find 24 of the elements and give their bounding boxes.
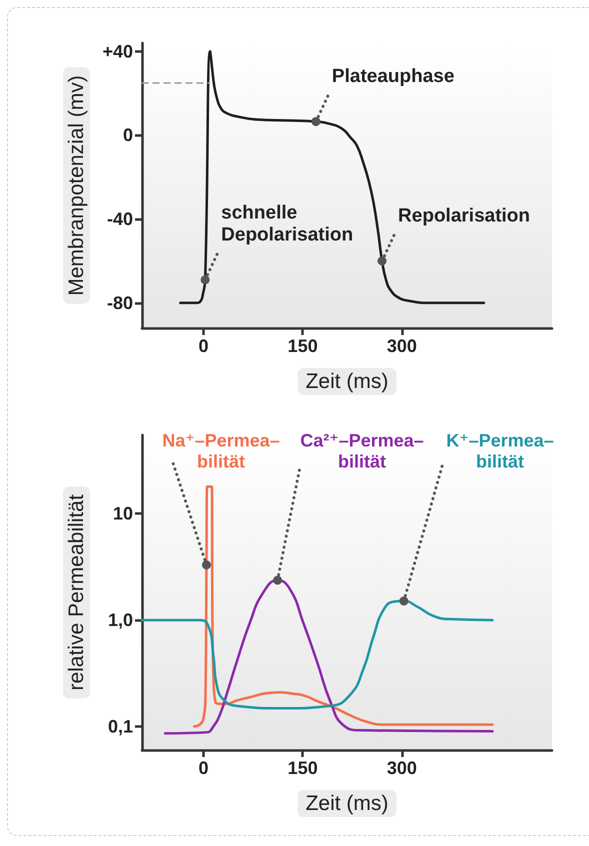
y-tick-label: 0	[122, 125, 133, 146]
y-tick-label: 1,0	[108, 610, 133, 630]
y-axis-title: Membranpotenzial (mv)	[65, 75, 88, 296]
x-tick-label: 0	[198, 336, 209, 356]
y-axis-title: relative Permeabilität	[65, 494, 88, 691]
x-axis-title: Zeit (ms)	[306, 370, 388, 393]
y-tick-label: -40	[106, 209, 133, 230]
x-tick-label: 150	[288, 758, 318, 778]
x-axis-title: Zeit (ms)	[306, 792, 388, 815]
x-tick-label: 0	[198, 758, 209, 778]
y-tick-label: 10	[112, 504, 133, 524]
text: Na⁺–Permea– bilität	[162, 430, 280, 472]
x-tick-label: 300	[386, 336, 417, 356]
y-tick-label: 0,1	[108, 716, 133, 736]
annotation: Repolarisation	[398, 205, 530, 226]
x-tick-label: 150	[288, 336, 318, 356]
x-tick-label: 300	[386, 758, 417, 778]
annotation: schnelle Depolarisation	[221, 202, 354, 246]
y-tick-label: -80	[106, 292, 133, 313]
text: Ca²⁺–Permea– bilität	[300, 430, 424, 472]
line-series	[192, 485, 494, 728]
y-tick-label: +40	[102, 41, 133, 62]
annotation: Plateauphase	[332, 66, 454, 88]
text: K⁺–Permea– bilität	[446, 430, 554, 472]
